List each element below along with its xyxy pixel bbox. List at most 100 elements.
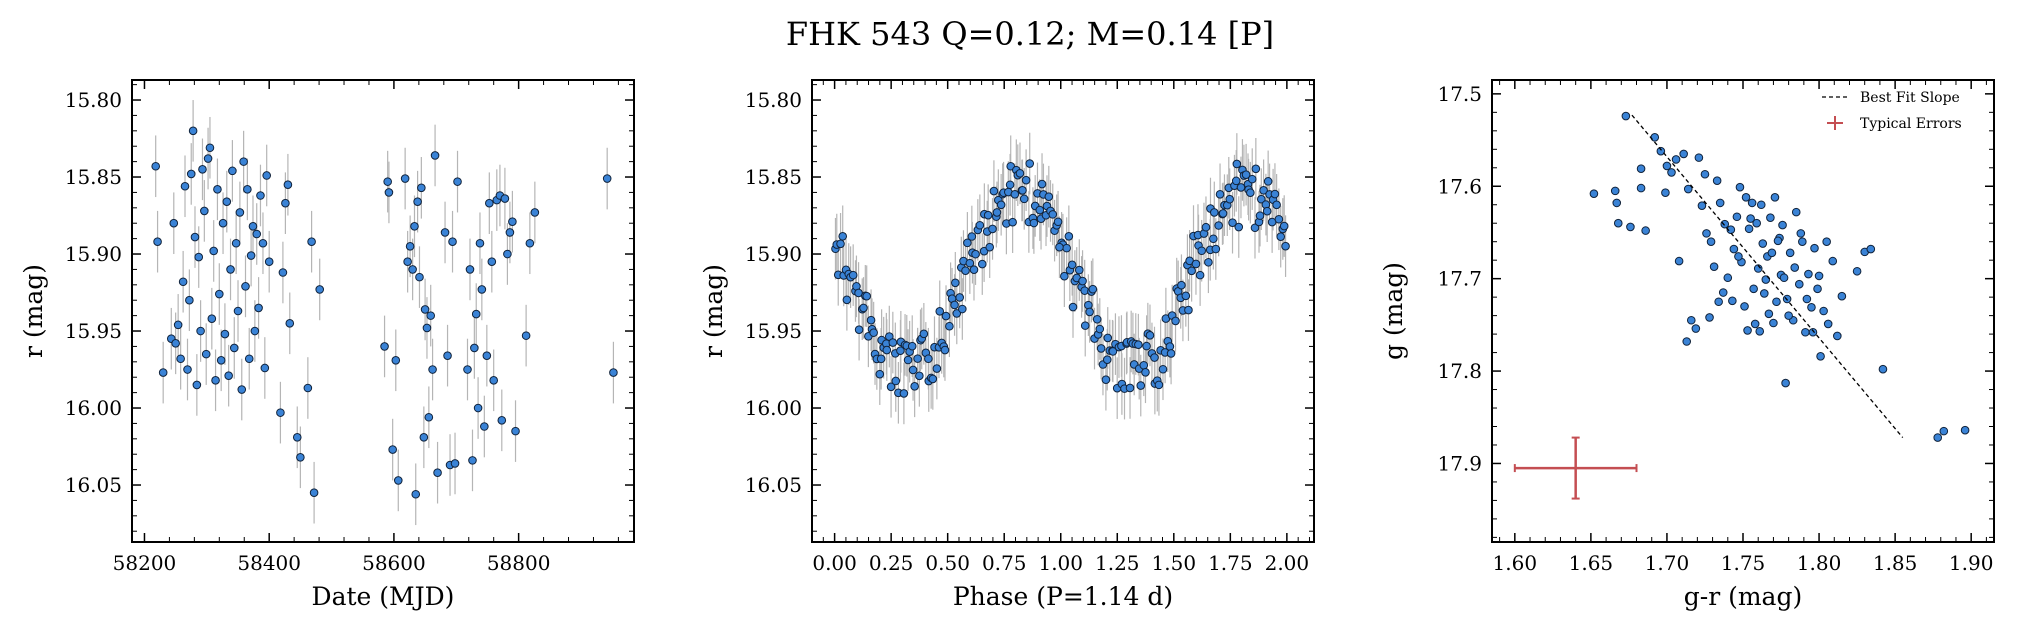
data-point (1211, 244, 1221, 254)
data-point (283, 180, 293, 190)
data-point (1801, 327, 1810, 337)
data-point (1747, 198, 1757, 208)
data-point (1166, 349, 1176, 358)
data-point (935, 307, 945, 316)
data-point (258, 238, 268, 248)
data-point (477, 285, 487, 294)
data-point (428, 365, 437, 374)
data-point (1177, 280, 1186, 290)
data-point (1236, 183, 1246, 192)
data-point (1769, 318, 1778, 328)
y-tick-label: 15.95 (745, 319, 802, 343)
data-point (1752, 218, 1761, 228)
data-point (1191, 259, 1201, 269)
data-point (497, 416, 507, 425)
data-point (248, 222, 258, 231)
data-point (1231, 176, 1241, 186)
data-point (1790, 263, 1800, 272)
data-point (1184, 305, 1193, 315)
data-point (907, 341, 917, 351)
data-point (848, 270, 858, 280)
data-points (1589, 111, 1970, 442)
data-point (836, 239, 845, 249)
data-point (315, 285, 325, 294)
data-point (1053, 217, 1063, 227)
data-point (1589, 189, 1599, 198)
data-point (1764, 309, 1774, 319)
data-point (470, 343, 479, 353)
data-point (941, 311, 951, 321)
x-tick-label: 1.75 (1721, 551, 1766, 575)
data-point (244, 354, 254, 364)
data-point (913, 354, 922, 363)
data-point (1796, 229, 1806, 238)
data-point (281, 198, 290, 208)
data-point (1136, 381, 1146, 390)
data-point (854, 325, 864, 334)
data-point (1756, 200, 1766, 210)
data-point (1259, 185, 1268, 195)
legend: Best Fit Slope Typical Errors (1822, 90, 1962, 132)
data-point (1257, 194, 1266, 204)
data-point (201, 349, 211, 359)
x-tick-label: 1.60 (1493, 551, 1538, 575)
data-point (1816, 351, 1825, 361)
data-point (951, 278, 960, 288)
x-tick-label: 1.80 (1797, 551, 1842, 575)
data-point (859, 303, 868, 313)
data-point (176, 354, 185, 364)
data-point (264, 257, 274, 267)
data-point (383, 177, 392, 186)
data-point (1705, 313, 1714, 322)
data-point (241, 282, 250, 291)
x-tick-label: 1.70 (1645, 551, 1690, 575)
data-point (1833, 331, 1842, 341)
data-point (417, 183, 426, 193)
x-axis-label: Date (MJD) (312, 582, 455, 611)
data-point (1691, 324, 1701, 333)
data-point (1195, 270, 1205, 280)
data-point (260, 363, 270, 373)
data-point (961, 266, 970, 275)
data-point (1209, 234, 1218, 244)
data-point (967, 232, 977, 241)
data-point (838, 231, 848, 241)
data-point (1750, 319, 1760, 329)
data-point (505, 228, 515, 237)
data-point (1080, 321, 1090, 330)
data-point (602, 174, 612, 183)
data-point (1197, 246, 1206, 256)
data-point (482, 351, 492, 360)
data-point (1060, 271, 1069, 281)
data-point (285, 319, 295, 328)
data-point (1753, 264, 1763, 273)
data-point (475, 238, 485, 248)
data-point (530, 208, 540, 217)
data-point (1101, 375, 1111, 385)
data-point (233, 306, 243, 316)
data-point (1706, 237, 1716, 246)
data-point (1866, 244, 1876, 254)
x-tick-label: 1.90 (1949, 551, 1994, 575)
error-bars (155, 100, 615, 526)
data-point (1154, 380, 1164, 390)
data-point (292, 432, 302, 442)
data-point (1085, 307, 1094, 317)
data-point (239, 157, 248, 166)
data-point (996, 200, 1006, 210)
data-point (1095, 324, 1105, 334)
y-axis-label: g (mag) (1379, 262, 1408, 360)
data-point (1759, 289, 1769, 298)
data-point (1814, 271, 1824, 281)
data-point (869, 328, 878, 337)
data-point (468, 456, 477, 465)
data-point (1766, 213, 1775, 222)
data-point (1755, 327, 1765, 336)
data-point (1232, 159, 1242, 169)
data-point (500, 194, 510, 203)
data-point (940, 345, 950, 355)
data-point (1700, 169, 1710, 179)
data-point (1770, 193, 1780, 202)
y-tick-label: 16.05 (745, 473, 802, 497)
data-point (226, 265, 235, 274)
